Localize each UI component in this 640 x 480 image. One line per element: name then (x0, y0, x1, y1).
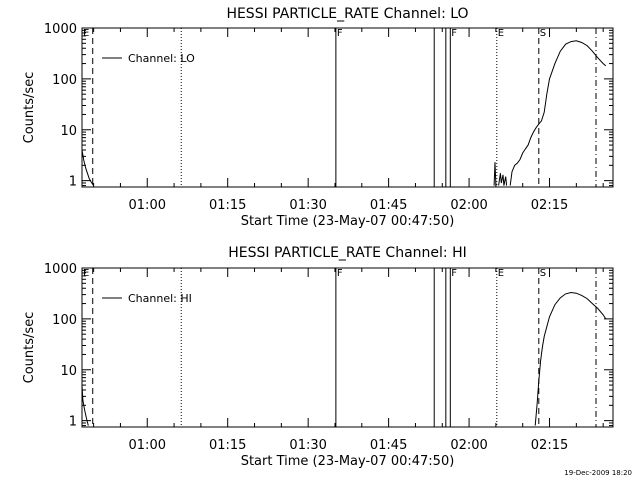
x-tick-label: 01:15 (209, 438, 246, 453)
x-tick-label: 01:45 (370, 198, 407, 213)
legend-label: Channel: HI (128, 292, 192, 305)
series-line (534, 291, 607, 426)
x-tick-label: 01:15 (209, 198, 246, 213)
y-tick-label: 100 (52, 73, 77, 88)
x-tick-label: 02:15 (531, 438, 568, 453)
y-tick-label: 100 (52, 313, 77, 328)
chart-title: HESSI PARTICLE_RATE Channel: HI (228, 245, 466, 261)
x-tick-label: 02:15 (531, 198, 568, 213)
footer-timestamp: 19-Dec-2009 18:20 (564, 469, 632, 477)
y-tick-label: 1 (69, 175, 77, 190)
chart-panel-1: HESSI PARTICLE_RATE Channel: LO 1 10 100 100… (22, 6, 614, 229)
y-tick-label: 1 (69, 415, 77, 430)
x-tick-label: 01:30 (289, 438, 326, 453)
series-line (493, 162, 497, 186)
x-tick-label: 02:00 (450, 198, 487, 213)
x-axis-label: Start Time (23-May-07 00:47:50) (241, 214, 455, 229)
event-marker-label: S (540, 268, 546, 279)
x-tick-label: 01:00 (129, 438, 166, 453)
y-tick-label: 1000 (44, 262, 77, 277)
event-marker-label: F (451, 28, 457, 39)
series-line (82, 385, 89, 426)
event-marker-label: F (337, 28, 343, 39)
chart-title: HESSI PARTICLE_RATE Channel: LO (226, 6, 468, 22)
series-line (82, 149, 95, 186)
event-marker-label: E (83, 268, 89, 279)
event-marker-label: E (83, 28, 89, 39)
y-axis-label: Counts/sec (22, 72, 37, 144)
event-marker-label: S (540, 28, 546, 39)
y-tick-label: 1000 (44, 22, 77, 37)
event-marker-label: E (498, 268, 504, 279)
x-tick-label: 01:45 (370, 438, 407, 453)
series-line (498, 173, 508, 186)
x-tick-label: 01:30 (289, 198, 326, 213)
y-tick-label: 10 (60, 124, 77, 139)
legend-label: Channel: LO (128, 52, 195, 65)
x-tick-label: 02:00 (450, 438, 487, 453)
x-tick-label: 01:00 (129, 198, 166, 213)
y-tick-label: 10 (60, 364, 77, 379)
event-marker-label: E (498, 28, 504, 39)
chart-panel-2: HESSI PARTICLE_RATE Channel: HI 1 10 100 100… (22, 245, 614, 469)
x-axis-label: Start Time (23-May-07 00:47:50) (241, 454, 455, 469)
event-marker-label: F (337, 268, 343, 279)
series-line (509, 40, 607, 186)
event-marker-label: F (451, 268, 457, 279)
y-axis-label: Counts/sec (22, 312, 37, 384)
